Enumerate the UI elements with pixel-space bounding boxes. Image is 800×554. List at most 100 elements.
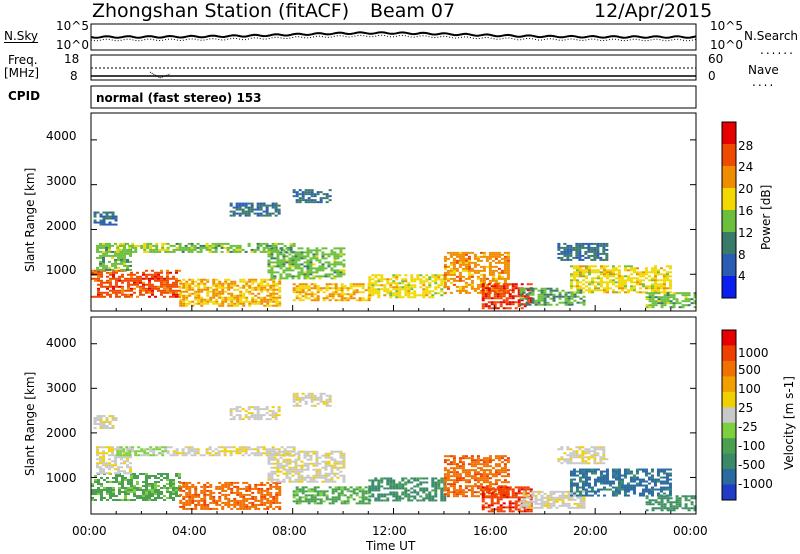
power-cell bbox=[291, 277, 295, 280]
power-cell bbox=[181, 250, 185, 253]
power-cell bbox=[220, 244, 224, 247]
power-cell bbox=[485, 257, 489, 260]
velocity-cell bbox=[272, 485, 276, 488]
power-cell bbox=[401, 286, 405, 289]
power-cell bbox=[602, 271, 606, 274]
power-cell bbox=[563, 252, 567, 255]
velocity-cell bbox=[209, 483, 213, 486]
power-cell bbox=[235, 204, 239, 207]
power-cell bbox=[276, 249, 280, 252]
power-cell bbox=[653, 273, 657, 276]
velocity-cell bbox=[470, 493, 474, 496]
velocity-cell bbox=[130, 490, 133, 493]
power-cell bbox=[270, 261, 274, 264]
power-cell bbox=[266, 304, 270, 307]
power-cell bbox=[407, 288, 411, 291]
velocity-cell bbox=[178, 476, 181, 479]
power-cell bbox=[169, 291, 172, 294]
power-cell bbox=[575, 246, 579, 249]
power-cell bbox=[491, 277, 495, 280]
velocity-cell bbox=[315, 480, 319, 483]
velocity-cell bbox=[389, 487, 393, 490]
velocity-cell bbox=[214, 452, 218, 455]
power-cell bbox=[487, 297, 491, 300]
power-cell bbox=[313, 199, 317, 202]
velocity-cell bbox=[497, 473, 501, 476]
velocity-cell bbox=[579, 502, 583, 505]
power-cell bbox=[245, 300, 249, 303]
power-cell bbox=[276, 255, 280, 258]
velocity-cell bbox=[245, 507, 249, 510]
velocity-cell bbox=[157, 472, 160, 475]
velocity-cell bbox=[446, 489, 450, 492]
power-cell bbox=[274, 208, 278, 211]
power-cell bbox=[511, 283, 515, 286]
power-cell bbox=[235, 208, 239, 211]
power-cell bbox=[540, 287, 544, 290]
power-cell bbox=[117, 254, 121, 257]
power-cell bbox=[506, 255, 510, 258]
power-cell bbox=[488, 261, 492, 264]
velocity-cell bbox=[139, 486, 142, 489]
velocity-cell bbox=[212, 497, 216, 500]
power-cell bbox=[239, 278, 243, 281]
power-cell bbox=[169, 295, 172, 298]
power-cell bbox=[572, 279, 576, 282]
power-cell bbox=[315, 253, 319, 256]
power-cell bbox=[449, 253, 453, 256]
velocity-cell bbox=[525, 496, 529, 499]
velocity-cell bbox=[310, 490, 314, 493]
velocity-cell bbox=[493, 488, 497, 491]
power-cell bbox=[127, 283, 130, 286]
velocity-cell bbox=[487, 490, 491, 493]
power-cell bbox=[660, 304, 664, 307]
power-cell bbox=[103, 281, 106, 284]
power-cell bbox=[413, 292, 417, 295]
power-cell bbox=[476, 283, 480, 286]
power-cell bbox=[318, 259, 322, 262]
power-cell bbox=[581, 275, 585, 278]
power-cell bbox=[97, 283, 100, 286]
power-cell bbox=[651, 306, 655, 309]
power-cell bbox=[564, 301, 568, 304]
velocity-cell bbox=[285, 464, 289, 467]
velocity-cell bbox=[239, 501, 243, 504]
velocity-cell bbox=[288, 476, 292, 479]
velocity-cell bbox=[333, 462, 337, 465]
velocity-cell bbox=[419, 489, 423, 492]
power-cell bbox=[303, 271, 307, 274]
velocity-cell bbox=[364, 502, 368, 505]
velocity-cell bbox=[476, 495, 480, 498]
power-cell bbox=[106, 285, 109, 288]
velocity-cell bbox=[194, 505, 198, 508]
power-cell bbox=[268, 204, 272, 207]
power-cell bbox=[124, 295, 127, 298]
velocity-cell bbox=[461, 469, 465, 472]
velocity-cell bbox=[217, 454, 221, 457]
velocity-cell bbox=[502, 488, 506, 491]
velocity-cell bbox=[276, 478, 280, 481]
power-cell bbox=[584, 246, 588, 249]
velocity-cell bbox=[380, 477, 384, 480]
power-cell bbox=[233, 288, 237, 291]
power-cell bbox=[404, 274, 408, 277]
velocity-cell bbox=[297, 456, 301, 459]
power-cell bbox=[519, 297, 523, 300]
power-cell bbox=[479, 259, 483, 262]
velocity-cell bbox=[126, 458, 130, 461]
power-cell bbox=[611, 273, 615, 276]
velocity-cell bbox=[458, 485, 462, 488]
velocity-cell bbox=[155, 454, 159, 457]
power-cell bbox=[143, 242, 147, 245]
velocity-cell bbox=[368, 479, 372, 482]
power-cell bbox=[300, 263, 304, 266]
velocity-cell bbox=[274, 414, 278, 417]
power-cell bbox=[487, 301, 491, 304]
velocity-cell bbox=[91, 482, 94, 485]
velocity-cell bbox=[319, 498, 323, 501]
power-cell bbox=[265, 214, 269, 217]
power-cell bbox=[514, 283, 518, 286]
velocity-cell bbox=[333, 472, 337, 475]
power-cell bbox=[514, 307, 518, 310]
power-cell bbox=[494, 289, 498, 292]
